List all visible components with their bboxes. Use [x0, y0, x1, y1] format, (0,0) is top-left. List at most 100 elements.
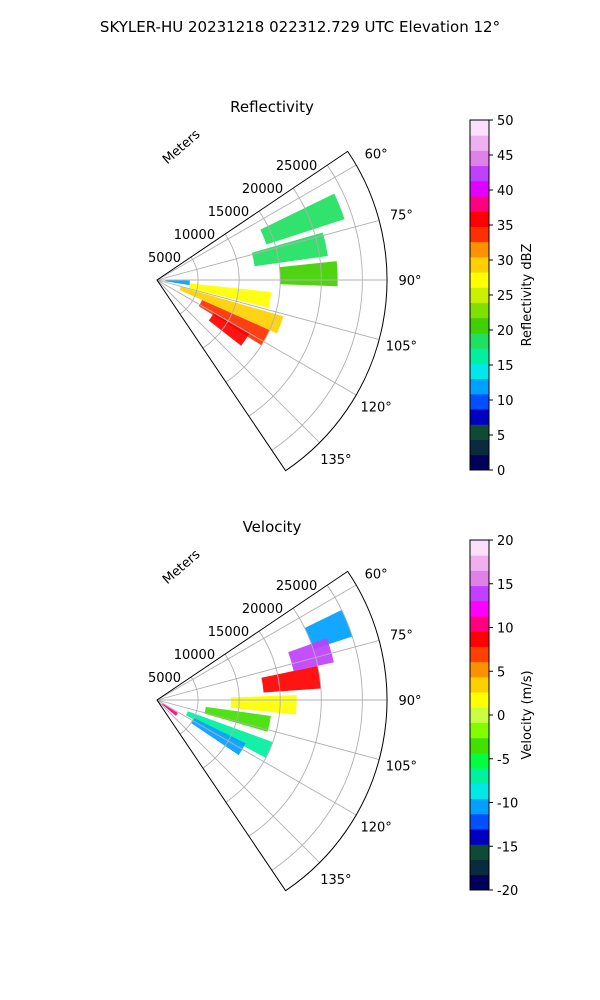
colorbar-segment — [470, 768, 489, 784]
reflectivity-ticks: 5000 10000 15000 20000 25000 60° 75° 90° 105° 120… — [148, 148, 422, 468]
colorbar-segment — [470, 135, 489, 151]
reflectivity-grid — [156, 164, 387, 451]
azimuth-spoke — [156, 699, 320, 863]
colorbar-segment — [470, 813, 489, 830]
azimuth-spoke — [156, 279, 320, 443]
colorbar-segment — [470, 424, 489, 440]
echo-patch — [304, 609, 353, 650]
colorbar-segment — [470, 256, 489, 273]
colorbar-tick-label: 0 — [497, 464, 505, 479]
colorbar-segment — [470, 378, 489, 395]
colorbar-tick-label: 0 — [497, 709, 505, 724]
colorbar-segment — [470, 226, 489, 243]
colorbar-segment — [470, 783, 489, 800]
colorbar-tick-label: -5 — [497, 753, 510, 768]
colorbar-tick-label: 35 — [497, 219, 514, 234]
colorbar-segment — [470, 874, 489, 891]
angular-tick-label: 75° — [390, 209, 413, 224]
colorbar-segment — [470, 829, 489, 845]
velocity-ticks: 5000 10000 15000 20000 25000 60° 75° 90° 105° 120… — [148, 568, 422, 888]
colorbar-segment — [470, 692, 489, 708]
radial-tick-label: 20000 — [242, 182, 283, 197]
colorbar-segment — [470, 409, 489, 425]
reflectivity-frame — [156, 150, 388, 472]
colorbar-segment — [470, 555, 489, 571]
colorbar-tick-label: 45 — [497, 149, 514, 164]
colorbar-segment — [470, 287, 489, 304]
angular-tick-label: 90° — [398, 694, 421, 709]
range-ring — [271, 164, 363, 451]
echo-patch — [279, 261, 338, 287]
colorbar-segment — [470, 302, 489, 319]
colorbar-segment — [470, 211, 489, 227]
colorbar-segment — [470, 165, 489, 182]
colorbar-tick-label: 40 — [497, 184, 514, 199]
colorbar-tick-label: -20 — [497, 884, 518, 899]
angular-tick-label: 105° — [386, 339, 417, 354]
colorbar-segment — [470, 272, 489, 288]
velocity-colorbar: -20 -15 -10 -5 0 5 10 15 20 Velocity (m/s) — [469, 534, 535, 899]
colorbar-segment — [470, 317, 489, 334]
radial-tick-label: 25000 — [276, 159, 317, 174]
velocity-panel: Velocity 5000 10000 15000 20000 25000 60° 75° 9… — [148, 518, 535, 899]
radial-tick-label: 20000 — [242, 602, 283, 617]
colorbar-segment — [470, 631, 489, 647]
angular-tick-label: 135° — [320, 873, 351, 888]
velocity-frame — [156, 570, 388, 892]
reflectivity-title: Reflectivity — [230, 98, 314, 116]
range-ring — [248, 607, 322, 837]
colorbar-segment — [470, 585, 489, 602]
azimuth-spoke — [156, 279, 380, 340]
colorbar-segment — [470, 196, 489, 212]
range-ring — [248, 187, 322, 417]
angular-tick-label: 90° — [398, 274, 421, 289]
echo-patch — [261, 665, 321, 693]
range-ring — [225, 630, 281, 803]
colorbar-tick-label: 50 — [497, 114, 514, 129]
range-ring — [271, 584, 363, 871]
colorbar-tick-label: -15 — [497, 840, 518, 855]
reflectivity-echoes — [165, 193, 345, 346]
colorbar-segment — [470, 241, 489, 258]
colorbar-segment — [470, 707, 489, 724]
angular-tick-label: 75° — [390, 629, 413, 644]
colorbar-tick-label: 20 — [497, 324, 514, 339]
colorbar-tick-label: 30 — [497, 254, 514, 269]
echo-patch — [188, 283, 272, 308]
colorbar-tick-label: 25 — [497, 289, 514, 304]
colorbar-segment — [470, 798, 489, 815]
reflectivity-panel: Reflectivity 5000 10000 15000 20000 25000 60°… — [148, 98, 535, 479]
velocity-radial-label: Meters — [160, 547, 204, 588]
azimuth-spoke — [156, 279, 357, 396]
colorbar-segment — [470, 646, 489, 663]
radial-tick-label: 25000 — [276, 579, 317, 594]
echo-patch — [165, 280, 190, 286]
colorbar-tick-label: 10 — [497, 622, 514, 637]
echo-patch — [288, 638, 334, 671]
echo-patch — [251, 232, 328, 267]
sector-frame — [156, 570, 388, 892]
reflectivity-colorbar: 0 5 10 15 20 25 30 35 40 45 50 Reflectivity dBZ — [469, 114, 535, 479]
sector-frame — [156, 150, 388, 472]
colorbar-segment — [470, 844, 489, 860]
colorbar-segment — [470, 333, 489, 349]
angular-tick-label: 120° — [360, 821, 391, 836]
colorbar-segment — [470, 859, 489, 876]
colorbar-segment — [470, 363, 489, 380]
colorbar-segment — [470, 393, 489, 410]
echo-patch — [186, 711, 273, 758]
colorbar-segment — [470, 540, 489, 556]
colorbar-segment — [470, 348, 489, 364]
colorbar-segment — [470, 722, 489, 739]
colorbar-segment — [470, 150, 489, 167]
range-ring — [202, 233, 240, 349]
angular-tick-label: 120° — [360, 401, 391, 416]
radial-tick-label: 15000 — [208, 205, 249, 220]
colorbar-tick-label: 5 — [497, 665, 505, 680]
angular-tick-label: 60° — [365, 568, 388, 583]
colorbar-tick-label: 5 — [497, 429, 505, 444]
azimuth-spoke — [156, 164, 357, 281]
angular-tick-label: 105° — [386, 759, 417, 774]
echo-patch — [260, 193, 345, 245]
colorbar-segment — [470, 676, 489, 693]
